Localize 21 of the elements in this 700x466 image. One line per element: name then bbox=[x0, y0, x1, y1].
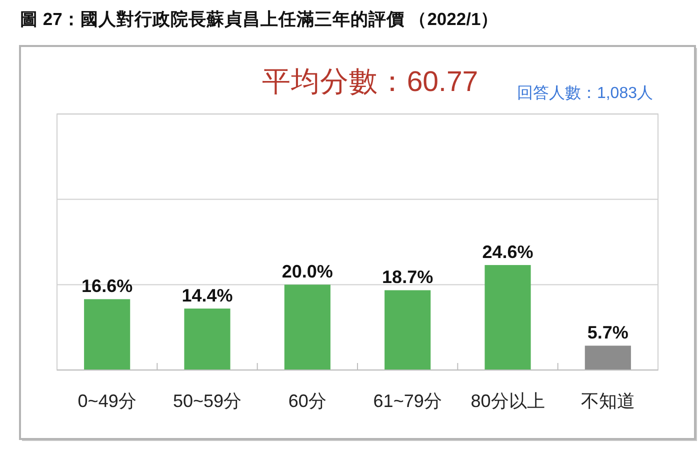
x-tick-label: 0~49分 bbox=[78, 391, 136, 411]
bar bbox=[284, 284, 330, 370]
data-label: 16.6% bbox=[82, 276, 133, 296]
bar bbox=[384, 290, 431, 370]
data-label: 24.6% bbox=[482, 242, 534, 262]
bar bbox=[484, 265, 531, 370]
data-label: 14.4% bbox=[182, 286, 233, 306]
x-tick-label: 60分 bbox=[288, 391, 326, 411]
data-label: 20.0% bbox=[282, 262, 333, 282]
chart-subtitle: 平均分數：60.77 bbox=[262, 66, 478, 98]
text: 回答人數：1,083人 bbox=[516, 85, 653, 102]
data-label: 18.7% bbox=[382, 267, 434, 288]
x-tick-label: 80分以上 bbox=[470, 391, 545, 411]
chart-title: 圖 27：國人對行政院長蘇貞昌上任滿三年的評價 （2022/1） bbox=[20, 9, 499, 29]
x-tick-label: 61~79分 bbox=[373, 391, 442, 411]
x-tick-label: 50~59分 bbox=[172, 391, 242, 411]
bar bbox=[84, 299, 130, 370]
bar bbox=[584, 346, 631, 370]
bar bbox=[184, 308, 230, 370]
x-tick-label: 不知道 bbox=[580, 391, 635, 411]
data-label: 5.7% bbox=[587, 322, 628, 343]
